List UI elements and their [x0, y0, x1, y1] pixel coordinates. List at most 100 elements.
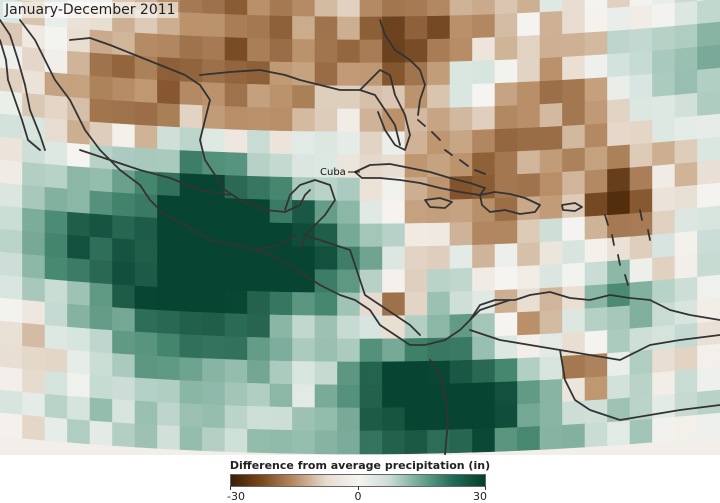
grid-cell: [653, 26, 676, 51]
grid-cell: [698, 413, 720, 438]
grid-cell: [405, 384, 428, 407]
grid-cell: [495, 405, 518, 429]
grid-cell: [675, 185, 698, 210]
grid-cell: [338, 362, 361, 385]
grid-cell: [0, 344, 23, 369]
grid-cell: [585, 307, 608, 331]
grid-cell: [360, 431, 383, 454]
grid-cell: [293, 430, 316, 453]
grid-cell: [383, 40, 406, 63]
grid-cell: [338, 408, 361, 431]
grid-cell: [698, 91, 720, 116]
grid-cell: [158, 34, 181, 58]
grid-cell: [90, 53, 113, 78]
grid-cell: [23, 231, 46, 256]
grid-cell: [518, 174, 541, 198]
legend-title: Difference from average precipitation (i…: [0, 459, 720, 472]
grid-cell: [585, 169, 608, 193]
grid-cell: [45, 417, 68, 442]
grid-cell: [113, 353, 136, 377]
grid-cell: [428, 0, 451, 16]
grid-cell: [495, 152, 518, 176]
grid-cell: [563, 33, 586, 57]
grid-cell: [675, 47, 698, 72]
grid-cell: [45, 26, 68, 51]
grid-cell: [473, 60, 496, 84]
grid-cell: [135, 263, 158, 287]
grid-cell: [540, 80, 563, 104]
grid-cell: [360, 40, 383, 63]
grid-cell: [113, 422, 136, 446]
grid-cell: [0, 321, 23, 346]
grid-cell: [360, 385, 383, 408]
grid-cell: [180, 358, 203, 382]
grid-cell: [248, 15, 271, 39]
grid-cell: [360, 362, 383, 385]
grid-cell: [630, 97, 653, 122]
grid-cell: [450, 61, 473, 85]
grid-cell: [135, 332, 158, 356]
grid-cell: [248, 383, 271, 407]
grid-cell: [383, 178, 406, 201]
grid-cell: [698, 206, 720, 231]
grid-cell: [675, 162, 698, 187]
grid-cell: [540, 218, 563, 242]
grid-cell: [653, 3, 676, 28]
grid-cell: [180, 174, 203, 198]
grid-cell: [450, 337, 473, 361]
grid-cell: [473, 382, 496, 406]
grid-cell: [428, 315, 451, 338]
grid-cell: [360, 178, 383, 201]
grid-cell: [45, 141, 68, 166]
grid-cell: [630, 143, 653, 168]
grid-cell: [450, 38, 473, 62]
grid-cell: [23, 300, 46, 325]
grid-cell: [248, 153, 271, 177]
grid-cell: [653, 118, 676, 143]
grid-cell: [473, 428, 496, 452]
grid-cell: [0, 390, 23, 415]
grid-cell: [180, 13, 203, 37]
grid-cell: [23, 162, 46, 187]
grid-cell: [473, 14, 496, 38]
grid-cell: [495, 0, 518, 14]
grid-cell: [68, 281, 91, 306]
grid-cell: [158, 126, 181, 150]
grid-cell: [203, 267, 226, 291]
grid-cell: [360, 155, 383, 178]
grid-cell: [45, 49, 68, 74]
grid-cell: [315, 247, 338, 270]
grid-cell: [0, 275, 23, 300]
grid-cell: [495, 267, 518, 291]
grid-cell: [540, 241, 563, 265]
grid-cell: [428, 246, 451, 269]
grid-cell: [135, 217, 158, 241]
grid-cell: [383, 293, 406, 316]
grid-cell: [180, 197, 203, 221]
grid-cell: [90, 76, 113, 101]
grid-cell: [45, 371, 68, 396]
grid-cell: [608, 421, 631, 446]
grid-cell: [630, 258, 653, 283]
grid-cell: [450, 245, 473, 269]
grid-cell: [203, 198, 226, 222]
grid-cell: [653, 371, 676, 396]
grid-cell: [585, 192, 608, 216]
grid-cell: [315, 408, 338, 431]
grid-cell: [180, 151, 203, 175]
grid-cell: [225, 175, 248, 199]
grid-cell: [135, 286, 158, 310]
grid-cell: [270, 338, 293, 361]
grid-cell: [518, 243, 541, 267]
grid-cell: [23, 185, 46, 210]
grid-cell: [608, 306, 631, 331]
grid-cell: [698, 390, 720, 415]
grid-cell: [203, 428, 226, 452]
grid-cell: [675, 70, 698, 95]
grid-cell: [698, 160, 720, 185]
grid-cell: [180, 128, 203, 152]
grid-cell: [450, 153, 473, 177]
grid-cell: [540, 172, 563, 196]
grid-cell: [495, 14, 518, 38]
grid-cell: [383, 270, 406, 293]
